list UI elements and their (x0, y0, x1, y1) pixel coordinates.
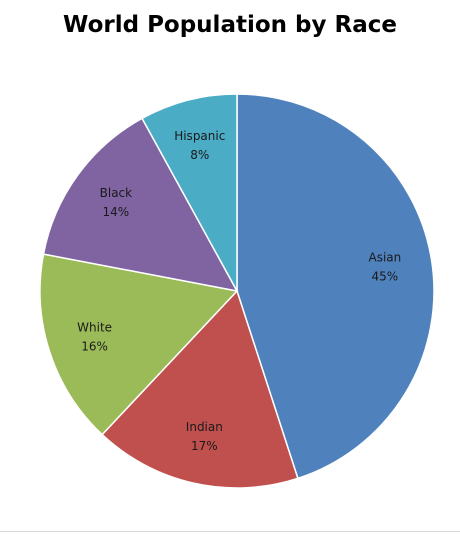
pie-slices (39, 93, 435, 489)
slice-value-indian: 17% (191, 439, 218, 453)
slice-indian (101, 289, 299, 489)
pie-labels: Asian 45% Indian 17% White 16% Black 14% Hispani… (77, 129, 401, 453)
slice-label-asian: Asian (368, 251, 401, 265)
slice-label-white: White (77, 320, 112, 334)
slice-white (39, 253, 239, 436)
slice-hispanic (141, 93, 238, 292)
slice-value-black: 14% (103, 205, 130, 219)
bottom-divider (0, 531, 460, 532)
slice-label-hispanic: Hispanic (174, 129, 225, 143)
slice-black (42, 117, 239, 293)
slice-value-hispanic: 8% (190, 148, 209, 162)
slice-value-white: 16% (81, 339, 108, 353)
chart-title: World Population by Race (63, 12, 397, 38)
slice-label-black: Black (100, 186, 133, 200)
slice-label-indian: Indian (186, 420, 223, 434)
slice-asian (236, 93, 435, 480)
slice-value-asian: 45% (372, 270, 399, 284)
